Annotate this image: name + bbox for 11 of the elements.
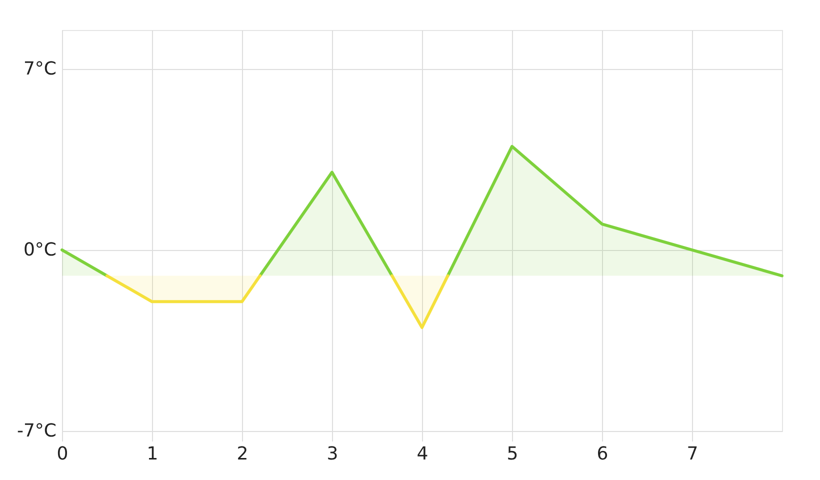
y-tick-label: 7°C	[23, 58, 56, 80]
x-tick-label: 6	[596, 444, 608, 464]
x-tick-label: 2	[236, 444, 248, 464]
y-tick-label: 0°C	[23, 239, 56, 260]
y-tick-label: -7°C	[16, 420, 56, 442]
x-tick-label: 1	[146, 444, 158, 464]
x-tick-label: 3	[326, 444, 338, 464]
x-tick-label: 5	[506, 444, 518, 464]
x-tick-label: 7	[686, 444, 698, 464]
x-tick-label: 0	[56, 444, 68, 464]
x-tick-label: 4	[416, 444, 428, 464]
